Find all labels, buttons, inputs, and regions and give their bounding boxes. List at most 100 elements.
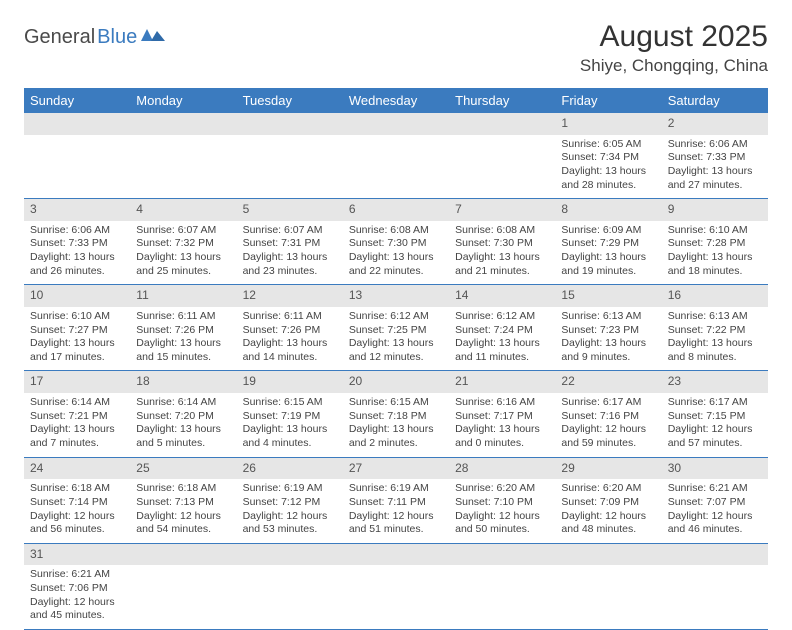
daylight-text-1: Daylight: 12 hours [561, 423, 655, 437]
daylight-text-1: Daylight: 12 hours [136, 510, 230, 524]
sunset-text: Sunset: 7:15 PM [668, 410, 762, 424]
sunset-text: Sunset: 7:13 PM [136, 496, 230, 510]
sunset-text: Sunset: 7:28 PM [668, 237, 762, 251]
sunrise-text: Sunrise: 6:07 AM [136, 224, 230, 238]
day-cell: Sunrise: 6:21 AMSunset: 7:06 PMDaylight:… [24, 565, 130, 629]
daylight-text-1: Daylight: 13 hours [136, 251, 230, 265]
daylight-text-1: Daylight: 12 hours [243, 510, 337, 524]
sunset-text: Sunset: 7:30 PM [455, 237, 549, 251]
sunrise-text: Sunrise: 6:05 AM [561, 138, 655, 152]
daylight-text-2: and 5 minutes. [136, 437, 230, 451]
daylight-text-2: and 19 minutes. [561, 265, 655, 279]
sunset-text: Sunset: 7:19 PM [243, 410, 337, 424]
daylight-text-1: Daylight: 13 hours [136, 423, 230, 437]
sunrise-text: Sunrise: 6:15 AM [243, 396, 337, 410]
day-cell: Sunrise: 6:17 AMSunset: 7:15 PMDaylight:… [662, 393, 768, 457]
day-number [449, 543, 555, 565]
day-cell: Sunrise: 6:12 AMSunset: 7:24 PMDaylight:… [449, 307, 555, 371]
sunrise-text: Sunrise: 6:11 AM [243, 310, 337, 324]
daylight-text-1: Daylight: 13 hours [30, 251, 124, 265]
day-number: 16 [662, 285, 768, 307]
sunset-text: Sunset: 7:30 PM [349, 237, 443, 251]
sunset-text: Sunset: 7:25 PM [349, 324, 443, 338]
day-number: 29 [555, 457, 661, 479]
sunset-text: Sunset: 7:24 PM [455, 324, 549, 338]
daylight-text-1: Daylight: 13 hours [668, 165, 762, 179]
daylight-text-1: Daylight: 12 hours [668, 510, 762, 524]
day-cell: Sunrise: 6:10 AMSunset: 7:28 PMDaylight:… [662, 221, 768, 285]
day-cell: Sunrise: 6:15 AMSunset: 7:19 PMDaylight:… [237, 393, 343, 457]
daylight-text-2: and 51 minutes. [349, 523, 443, 537]
daylight-text-2: and 53 minutes. [243, 523, 337, 537]
day-cell [343, 135, 449, 199]
day-number: 5 [237, 199, 343, 221]
day-number [343, 543, 449, 565]
day-number: 15 [555, 285, 661, 307]
daylight-text-1: Daylight: 13 hours [243, 337, 337, 351]
logo: General Blue [24, 26, 167, 49]
sunset-text: Sunset: 7:32 PM [136, 237, 230, 251]
day-number: 6 [343, 199, 449, 221]
day-detail-row: Sunrise: 6:10 AMSunset: 7:27 PMDaylight:… [24, 307, 768, 371]
sunset-text: Sunset: 7:10 PM [455, 496, 549, 510]
daylight-text-1: Daylight: 13 hours [455, 423, 549, 437]
daylight-text-2: and 2 minutes. [349, 437, 443, 451]
day-cell: Sunrise: 6:13 AMSunset: 7:22 PMDaylight:… [662, 307, 768, 371]
daylight-text-2: and 21 minutes. [455, 265, 549, 279]
sunrise-text: Sunrise: 6:09 AM [561, 224, 655, 238]
day-detail-row: Sunrise: 6:14 AMSunset: 7:21 PMDaylight:… [24, 393, 768, 457]
daylight-text-2: and 48 minutes. [561, 523, 655, 537]
sunrise-text: Sunrise: 6:17 AM [561, 396, 655, 410]
day-number: 1 [555, 113, 661, 135]
daylight-text-1: Daylight: 13 hours [349, 337, 443, 351]
daylight-text-2: and 45 minutes. [30, 609, 124, 623]
day-cell: Sunrise: 6:21 AMSunset: 7:07 PMDaylight:… [662, 479, 768, 543]
day-cell: Sunrise: 6:08 AMSunset: 7:30 PMDaylight:… [343, 221, 449, 285]
day-number: 31 [24, 543, 130, 565]
day-number: 9 [662, 199, 768, 221]
day-cell [24, 135, 130, 199]
sunset-text: Sunset: 7:27 PM [30, 324, 124, 338]
day-cell [662, 565, 768, 629]
month-title: August 2025 [580, 20, 768, 54]
daylight-text-1: Daylight: 12 hours [668, 423, 762, 437]
daylight-text-2: and 14 minutes. [243, 351, 337, 365]
daylight-text-2: and 27 minutes. [668, 179, 762, 193]
sunrise-text: Sunrise: 6:10 AM [668, 224, 762, 238]
sunrise-text: Sunrise: 6:15 AM [349, 396, 443, 410]
daylight-text-1: Daylight: 13 hours [136, 337, 230, 351]
day-number: 20 [343, 371, 449, 393]
sunset-text: Sunset: 7:20 PM [136, 410, 230, 424]
daylight-text-2: and 12 minutes. [349, 351, 443, 365]
sunset-text: Sunset: 7:11 PM [349, 496, 443, 510]
calendar-table: Sunday Monday Tuesday Wednesday Thursday… [24, 88, 768, 630]
daylight-text-2: and 50 minutes. [455, 523, 549, 537]
day-number [130, 113, 236, 135]
day-cell: Sunrise: 6:12 AMSunset: 7:25 PMDaylight:… [343, 307, 449, 371]
day-number-row: 12 [24, 113, 768, 135]
daylight-text-1: Daylight: 13 hours [561, 251, 655, 265]
day-cell: Sunrise: 6:15 AMSunset: 7:18 PMDaylight:… [343, 393, 449, 457]
sunrise-text: Sunrise: 6:17 AM [668, 396, 762, 410]
sunrise-text: Sunrise: 6:08 AM [349, 224, 443, 238]
day-cell: Sunrise: 6:10 AMSunset: 7:27 PMDaylight:… [24, 307, 130, 371]
day-number: 25 [130, 457, 236, 479]
weekday-sun: Sunday [24, 88, 130, 113]
day-cell: Sunrise: 6:18 AMSunset: 7:14 PMDaylight:… [24, 479, 130, 543]
sunset-text: Sunset: 7:09 PM [561, 496, 655, 510]
weekday-mon: Monday [130, 88, 236, 113]
day-number: 22 [555, 371, 661, 393]
sunset-text: Sunset: 7:23 PM [561, 324, 655, 338]
day-cell: Sunrise: 6:20 AMSunset: 7:09 PMDaylight:… [555, 479, 661, 543]
day-cell: Sunrise: 6:19 AMSunset: 7:11 PMDaylight:… [343, 479, 449, 543]
day-number: 12 [237, 285, 343, 307]
daylight-text-1: Daylight: 13 hours [30, 423, 124, 437]
day-cell: Sunrise: 6:08 AMSunset: 7:30 PMDaylight:… [449, 221, 555, 285]
daylight-text-1: Daylight: 13 hours [561, 165, 655, 179]
day-number: 3 [24, 199, 130, 221]
day-cell: Sunrise: 6:14 AMSunset: 7:21 PMDaylight:… [24, 393, 130, 457]
daylight-text-1: Daylight: 12 hours [30, 510, 124, 524]
daylight-text-2: and 54 minutes. [136, 523, 230, 537]
day-cell: Sunrise: 6:11 AMSunset: 7:26 PMDaylight:… [237, 307, 343, 371]
day-number: 24 [24, 457, 130, 479]
